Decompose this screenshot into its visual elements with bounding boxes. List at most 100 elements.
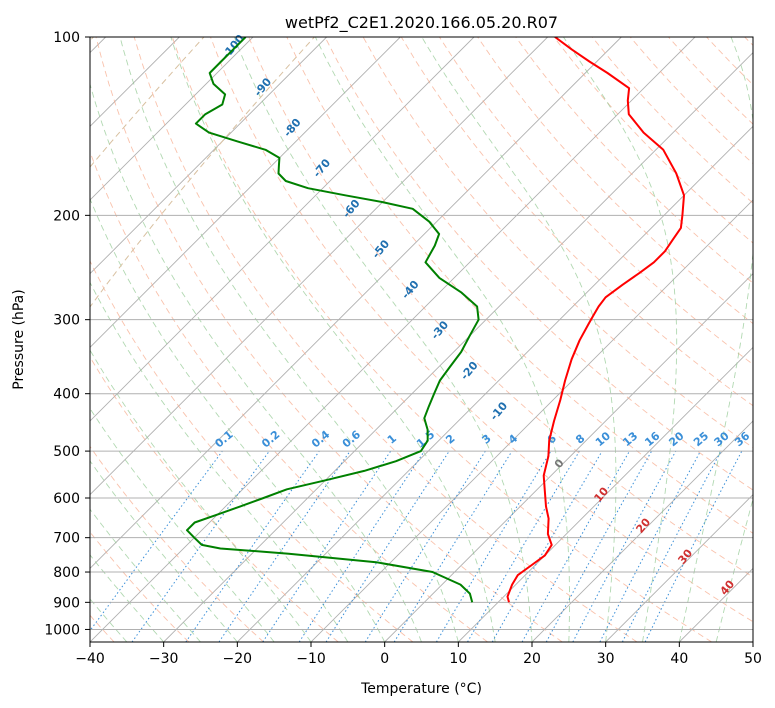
mixing-ratio-label: 3 <box>479 432 493 447</box>
mixing-ratio-line <box>545 450 653 642</box>
isotherm-line <box>90 37 548 496</box>
dry-adiabat-label: 30 <box>675 546 695 566</box>
moist-adiabat-line <box>90 281 349 642</box>
y-tick-label: 800 <box>53 565 80 581</box>
dry-adiabat-label: 20 <box>633 515 653 535</box>
mixing-ratio-label: 36 <box>732 429 752 449</box>
reference-curve <box>90 37 205 168</box>
isotherm-line <box>90 37 254 201</box>
dry-adiabat-line <box>324 37 753 491</box>
moist-adiabat-line <box>90 349 312 642</box>
isotherm-line <box>310 199 753 642</box>
y-tick-label: 1000 <box>44 622 80 638</box>
dry-adiabat-line <box>90 356 339 642</box>
y-tick-label: 400 <box>53 387 80 403</box>
mixing-ratio-line <box>298 450 425 642</box>
isotherm-line <box>605 494 753 642</box>
moist-adiabat-label: -10 <box>487 399 510 423</box>
mixing-ratio-label: 0.4 <box>309 428 333 451</box>
x-tick-label: 50 <box>744 651 762 667</box>
mixing-ratio-label: 2 <box>443 432 457 447</box>
moist-adiabat-label: -20 <box>458 359 481 383</box>
isotherm-line <box>90 37 475 422</box>
moist-adiabat-label: -40 <box>399 278 422 302</box>
dry-adiabat-label: 0 <box>552 456 567 470</box>
y-tick-label: 100 <box>53 30 80 46</box>
isotherm-line <box>90 37 327 275</box>
moist-adiabat-line <box>170 37 496 642</box>
dry-adiabat-line <box>210 37 753 623</box>
x-axis-ticks: −40 −30 −20 −10 0 10 20 30 40 50 <box>75 642 762 667</box>
isotherm-line <box>90 37 696 642</box>
mixing-ratio-label: 8 <box>573 432 587 447</box>
dry-adiabat-line <box>553 37 753 244</box>
dry-adiabat-line <box>90 531 190 642</box>
mixing-ratio-line <box>218 450 351 642</box>
isotherm-line <box>458 346 753 642</box>
moist-adiabat-line <box>90 82 422 642</box>
reference-curve <box>90 37 315 308</box>
mixing-ratio-label: 25 <box>691 429 711 449</box>
y-tick-label: 300 <box>53 313 80 329</box>
y-axis-label: Pressure (hPa) <box>11 289 27 389</box>
moist-adiabat-line <box>233 37 533 642</box>
moist-adiabat-line <box>90 508 201 642</box>
mixing-ratio-line <box>599 450 701 642</box>
dry-adiabat-label: 40 <box>717 577 737 597</box>
x-tick-label: −20 <box>223 651 253 667</box>
mixing-ratio-label: 6 <box>545 432 559 447</box>
mixing-ratio-line <box>185 450 320 642</box>
dry-adiabat-line <box>90 445 264 642</box>
y-tick-label: 600 <box>53 491 80 507</box>
y-tick-label: 700 <box>53 531 80 547</box>
mixing-ratio-label: 0.6 <box>340 428 364 451</box>
moist-adiabat-line <box>563 37 678 642</box>
plot-frame <box>89 36 754 643</box>
moist-adiabat-line <box>119 37 459 642</box>
moist-adiabat-line <box>678 37 753 642</box>
dry-adiabat-line <box>90 259 414 642</box>
mixing-ratio-label: 1 <box>385 432 399 447</box>
mixing-ratio-line <box>644 450 743 642</box>
mixing-ratio-label: 16 <box>642 429 662 449</box>
dry-adiabat-line <box>515 37 753 284</box>
mixing-ratio-line <box>393 450 513 642</box>
moist-adiabat-line <box>90 598 128 642</box>
mixing-ratio-line <box>131 450 270 642</box>
isotherm-line <box>237 125 753 642</box>
x-tick-label: 0 <box>380 651 389 667</box>
x-tick-label: 40 <box>670 651 688 667</box>
mixing-ratio-line <box>364 450 486 642</box>
dry-adiabat-line <box>248 37 753 578</box>
isotherm-line <box>384 273 753 642</box>
moist-adiabat-line <box>421 37 617 642</box>
dry-adiabat-line <box>706 37 753 86</box>
x-tick-label: 20 <box>523 651 541 667</box>
dry-adiabat-line <box>133 37 638 642</box>
background-lines <box>90 37 753 642</box>
dewpoint-profile-line <box>186 37 480 603</box>
moist-adiabat-line <box>314 37 570 642</box>
y-axis-ticks: 100 200 300 400 500 600 700 800 900 1000 <box>44 30 90 638</box>
mixing-ratio-label: 20 <box>666 429 686 449</box>
moist-adiabat-line <box>90 407 275 642</box>
moist-adiabat-label: -50 <box>369 237 392 261</box>
x-tick-label: 30 <box>597 651 615 667</box>
mixing-ratio-line <box>325 450 450 642</box>
x-axis-label: Temperature (°C) <box>360 681 482 697</box>
mixing-ratio-line <box>90 450 223 632</box>
x-tick-label: −30 <box>149 651 179 667</box>
moist-adiabat-label: -70 <box>310 156 333 180</box>
isotherm-line <box>90 37 622 569</box>
isotherm-line <box>90 37 401 348</box>
mixing-ratio-line <box>572 450 677 642</box>
moist-adiabat-label: -30 <box>428 318 451 342</box>
mixing-ratio-line <box>435 450 552 642</box>
x-tick-label: 10 <box>449 651 467 667</box>
mixing-ratio-label: 1.5 <box>414 428 437 450</box>
moist-adiabat-label: -90 <box>251 75 274 99</box>
moist-adiabat-line <box>715 497 753 642</box>
profile-lines <box>186 37 685 603</box>
mixing-ratio-label: 10 <box>593 429 613 449</box>
